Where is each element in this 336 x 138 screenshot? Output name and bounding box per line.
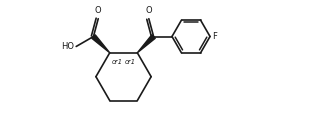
Text: or1: or1 (111, 59, 122, 65)
Text: O: O (145, 6, 152, 15)
Polygon shape (92, 35, 110, 53)
Text: F: F (212, 32, 217, 41)
Polygon shape (137, 35, 155, 53)
Text: HO: HO (61, 42, 74, 51)
Text: O: O (95, 6, 101, 15)
Text: or1: or1 (125, 59, 136, 65)
